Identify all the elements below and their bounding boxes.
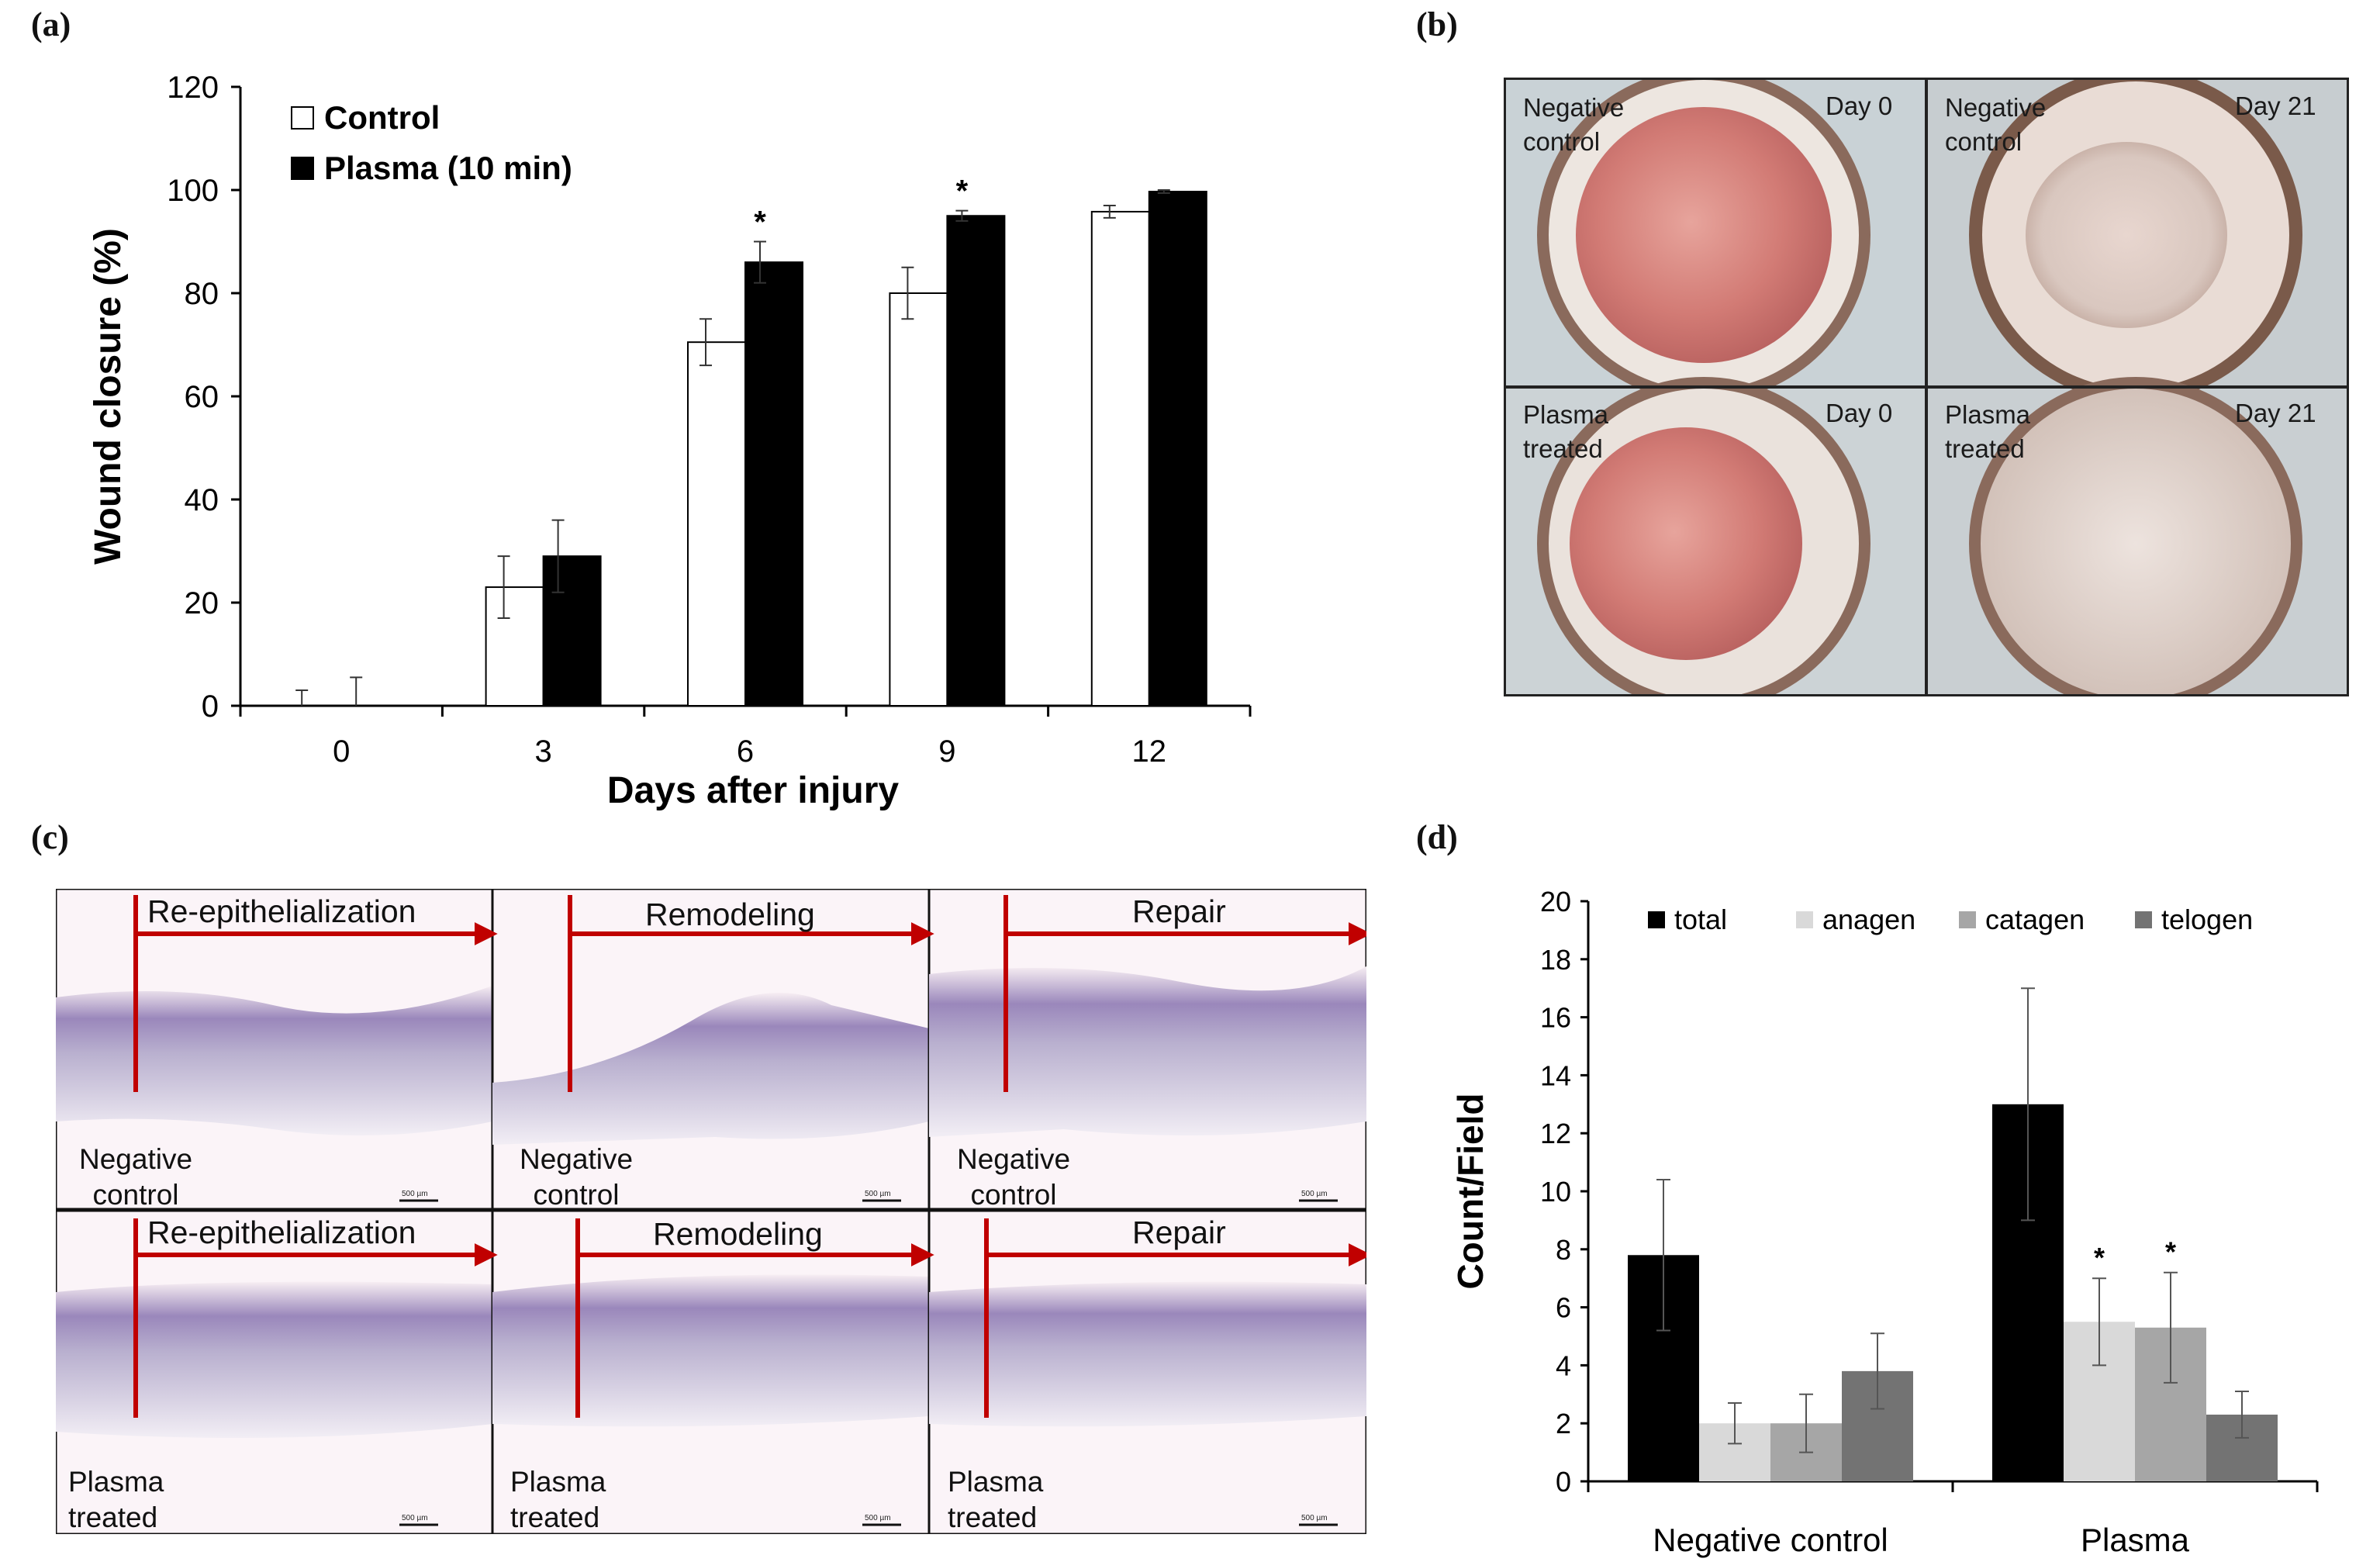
panel-label-d: (d) xyxy=(1416,818,1458,856)
panel-label-b: (b) xyxy=(1416,5,1458,43)
wound-area xyxy=(1576,107,1832,363)
legend-swatch-0 xyxy=(291,106,314,130)
x-tick-label: 3 xyxy=(534,734,551,769)
significance-star: * xyxy=(754,206,766,240)
histology-neg-repair xyxy=(927,889,1366,1211)
histology-row-label-plasma-2: Plasma treated xyxy=(510,1466,606,1533)
histology-neg-reepithelialization xyxy=(56,889,494,1211)
y-tick-label: 100 xyxy=(167,174,219,208)
legend-label-total: total xyxy=(1674,904,1727,935)
x-tick-label: 0 xyxy=(333,734,350,769)
y-tick-label: 8 xyxy=(1556,1234,1571,1266)
x-tick-label: Plasma xyxy=(2081,1522,2190,1558)
histology-row-label-neg-2: Negative control xyxy=(519,1143,634,1211)
histology-row-label-plasma-1: Plasma treated xyxy=(68,1466,164,1533)
significance-star: * xyxy=(956,175,969,209)
bar-control xyxy=(1090,210,1150,707)
y-tick-label: 60 xyxy=(185,380,219,414)
histology-row-label-neg-3: Negative control xyxy=(956,1143,1071,1211)
histology-row-label-neg-1: Negative control xyxy=(78,1143,193,1211)
legend-swatch-total xyxy=(1648,911,1665,928)
y-tick-label: 20 xyxy=(1540,886,1571,918)
y-tick-label: 12 xyxy=(1540,1118,1571,1149)
scale-bar-label-6: 500 µm xyxy=(1301,1514,1328,1522)
histology-grid: Re-epithelialization Remodeling Repair R… xyxy=(56,889,1366,1534)
legend-swatch-1 xyxy=(291,157,314,180)
photo-label-neg-day0: Negative control xyxy=(1523,93,1625,156)
phase-title-remodeling-1: Remodeling xyxy=(645,897,815,932)
photo-label-plasma-day21: Plasma treated xyxy=(1945,400,2031,463)
histology-neg-remodeling xyxy=(491,889,931,1211)
chart-wound-closure: 0 20 40 60 80 100 120 0 3 6 9 12 * * Days after injury… xyxy=(88,71,1252,811)
y-tick-label: 80 xyxy=(185,277,219,311)
y-tick-label: 14 xyxy=(1540,1059,1571,1091)
y-tick-label: 10 xyxy=(1540,1176,1571,1208)
histology-row-label-plasma-3: Plasma treated xyxy=(948,1466,1044,1533)
phase-title-reepithelialization-2: Re-epithelialization xyxy=(147,1215,416,1250)
bar-plasmamin xyxy=(744,261,803,707)
x-tick-label: 6 xyxy=(737,734,754,769)
panel-label-a: (a) xyxy=(31,5,71,43)
bar-plasmamin xyxy=(946,215,1006,707)
photo-day-plasma-day21: Day 21 xyxy=(2235,399,2316,427)
significance-star: * xyxy=(2094,1242,2105,1273)
legend-swatch-catagen xyxy=(1959,911,1976,928)
scale-bars xyxy=(399,1199,1338,1526)
legend-swatch-anagen xyxy=(1796,911,1813,928)
x-tick-label: 9 xyxy=(938,734,955,769)
photo-day-neg-day21: Day 21 xyxy=(2235,92,2316,120)
wound-photo-grid: Negative control Day 0 Negative control … xyxy=(1504,78,2349,696)
scale-bar-label-5: 500 µm xyxy=(865,1514,891,1522)
y-tick-label: 40 xyxy=(185,483,219,517)
y-tick-label: 16 xyxy=(1540,1002,1571,1034)
significance-star: * xyxy=(2165,1236,2176,1268)
y-axis-title: Count/Field xyxy=(1450,1094,1491,1290)
y-tick-label: 120 xyxy=(167,71,219,105)
phase-title-repair-1: Repair xyxy=(1132,893,1226,929)
legend-label-catagen: catagen xyxy=(1985,904,2085,935)
bar-control xyxy=(687,341,746,707)
x-tick-label: 12 xyxy=(1132,734,1167,769)
phase-arrows xyxy=(133,895,1366,1418)
scale-bar-label-4: 500 µm xyxy=(402,1514,428,1522)
bar-control xyxy=(889,292,948,707)
legend-label-1: Plasma (10 min) xyxy=(324,150,572,186)
scale-bar-label-2: 500 µm xyxy=(865,1190,891,1198)
x-tick-label: Negative control xyxy=(1653,1522,1888,1558)
phase-title-repair-2: Repair xyxy=(1132,1215,1226,1250)
photo-label-neg-day21: Negative control xyxy=(1945,93,2047,156)
y-tick-label: 0 xyxy=(202,689,219,724)
y-tick-label: 0 xyxy=(1556,1466,1571,1498)
scale-bar-label-1: 500 µm xyxy=(402,1190,428,1198)
phase-title-reepithelialization-1: Re-epithelialization xyxy=(147,893,416,929)
y-tick-label: 6 xyxy=(1556,1292,1571,1324)
legend-label-telogen: telogen xyxy=(2161,904,2253,935)
legend-label-0: Control xyxy=(324,99,440,136)
y-tick-label: 18 xyxy=(1540,944,1571,976)
y-tick-label: 20 xyxy=(185,586,219,620)
legend-label-anagen: anagen xyxy=(1822,904,1915,935)
y-tick-label: 2 xyxy=(1556,1408,1571,1439)
photo-day-plasma-day0: Day 0 xyxy=(1826,399,1893,427)
y-axis-title: Wound closure (%) xyxy=(88,228,129,565)
photo-day-neg-day0: Day 0 xyxy=(1826,92,1893,120)
scale-bar-label-3: 500 µm xyxy=(1301,1190,1328,1198)
bar-plasmamin xyxy=(542,555,602,707)
bar-plasmamin xyxy=(1148,190,1207,707)
healed-area xyxy=(2026,142,2227,328)
histology-plasma-reepithelialization xyxy=(56,1209,494,1534)
photo-label-plasma-day0: Plasma treated xyxy=(1523,400,1609,463)
legend-swatch-telogen xyxy=(2135,911,2152,928)
panel-label-c: (c) xyxy=(31,818,69,856)
x-axis-title: Days after injury xyxy=(607,770,899,811)
histology-plasma-repair xyxy=(927,1209,1366,1534)
y-tick-label: 4 xyxy=(1556,1349,1571,1381)
phase-title-remodeling-2: Remodeling xyxy=(653,1216,823,1252)
